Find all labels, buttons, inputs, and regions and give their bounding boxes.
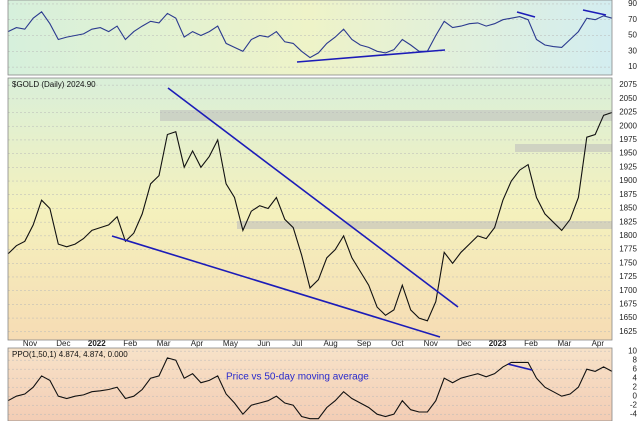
- data-line: [7, 357, 613, 420]
- panel-frame: [7, 347, 613, 421]
- x-tick-label: 2023: [489, 339, 507, 348]
- y-tick-label: 1775: [619, 245, 637, 254]
- y-tick-label: 2000: [619, 121, 637, 130]
- chart-title: $GOLD (Daily) 2024.90: [12, 80, 96, 89]
- x-tick-label: Oct: [391, 339, 404, 348]
- x-tick-label: Mar: [157, 339, 171, 348]
- trend-line: [582, 9, 607, 16]
- y-tick-label: 1625: [619, 327, 637, 336]
- x-tick-label: Mar: [558, 339, 572, 348]
- x-tick-label: Sep: [357, 339, 372, 348]
- y-tick-label: 50: [628, 31, 637, 40]
- trend-line: [507, 363, 533, 371]
- y-tick-label: 1850: [619, 204, 637, 213]
- y-tick-label: 1975: [619, 135, 637, 144]
- trend-line: [296, 49, 446, 63]
- x-tick-label: Feb: [524, 339, 538, 348]
- y-tick-label: 1900: [619, 176, 637, 185]
- y-tick-label: 2: [633, 382, 638, 391]
- x-tick-label: Jun: [257, 339, 270, 348]
- x-tick-label: Feb: [123, 339, 137, 348]
- y-tick-label: 1825: [619, 217, 637, 226]
- panel-frame: [7, 0, 613, 76]
- x-tick-label: Nov: [424, 339, 438, 348]
- y-tick-label: 2025: [619, 108, 637, 117]
- y-tick-label: -4: [630, 409, 638, 418]
- y-tick-label: 1875: [619, 190, 637, 199]
- trend-line: [167, 87, 459, 308]
- y-tick-label: 1925: [619, 162, 637, 171]
- y-tick-label: 70: [628, 15, 637, 24]
- resistance-band: [515, 144, 612, 152]
- y-tick-label: 30: [628, 46, 637, 55]
- y-tick-label: 1675: [619, 299, 637, 308]
- chart-title: PPO(1,50,1) 4.874, 4.874, 0.000: [12, 350, 128, 359]
- y-tick-label: 90: [628, 0, 637, 8]
- support-band: [237, 221, 612, 229]
- x-tick-label: 2022: [88, 339, 106, 348]
- y-tick-label: 4: [633, 373, 638, 382]
- panel-frame: [7, 77, 613, 341]
- y-tick-label: 8: [633, 355, 638, 364]
- data-line: [7, 11, 613, 59]
- y-tick-label: 1950: [619, 149, 637, 158]
- x-tick-label: Aug: [323, 339, 337, 348]
- x-tick-label: Apr: [191, 339, 204, 348]
- y-tick-label: 2050: [619, 94, 637, 103]
- y-tick-label: 10: [628, 62, 637, 71]
- y-tick-label: 1700: [619, 286, 637, 295]
- y-tick-label: 1800: [619, 231, 637, 240]
- trend-line: [516, 11, 536, 18]
- y-tick-label: 2075: [619, 80, 637, 89]
- x-tick-label: Dec: [56, 339, 70, 348]
- y-tick-label: 1750: [619, 258, 637, 267]
- annotation: Price vs 50-day moving average: [226, 372, 369, 383]
- x-tick-label: Jul: [292, 339, 302, 348]
- y-tick-label: 1725: [619, 272, 637, 281]
- trend-line: [111, 235, 441, 338]
- panel-bg: [8, 0, 612, 75]
- y-tick-label: 0: [633, 391, 638, 400]
- x-tick-label: Nov: [23, 339, 37, 348]
- x-tick-label: May: [223, 339, 238, 348]
- data-line: [7, 111, 613, 322]
- y-tick-label: 10: [628, 346, 637, 355]
- y-tick-label: 1650: [619, 313, 637, 322]
- resistance-band: [160, 110, 612, 121]
- x-tick-label: Dec: [457, 339, 471, 348]
- x-tick-label: Apr: [592, 339, 605, 348]
- y-tick-label: 6: [633, 364, 638, 373]
- y-tick-label: -2: [630, 400, 638, 409]
